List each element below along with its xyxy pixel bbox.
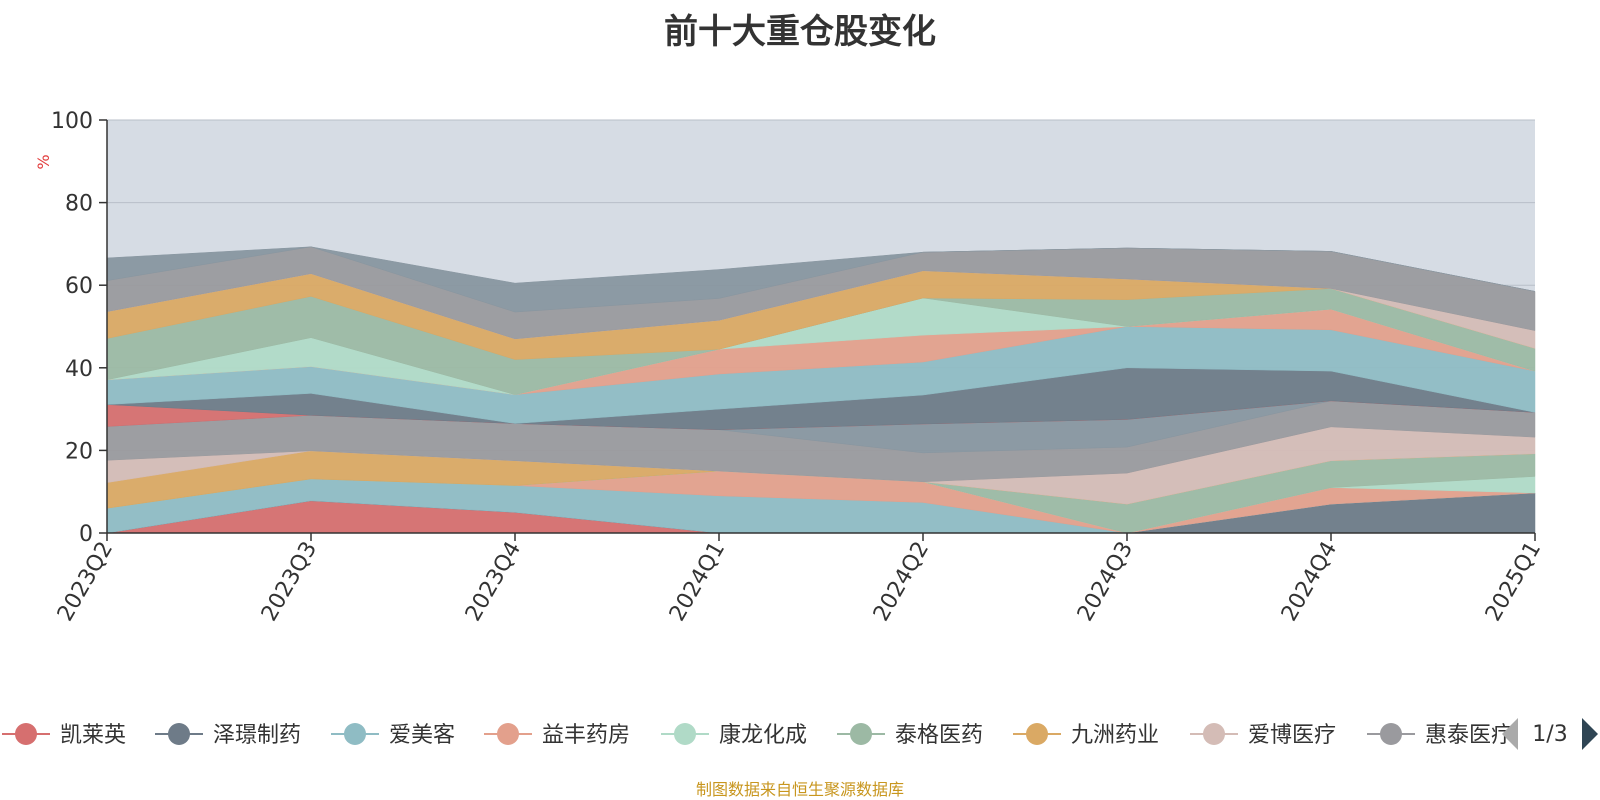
legend-label: 泰格医药	[895, 723, 983, 748]
legend-label: 益丰药房	[542, 723, 630, 748]
legend-label: 九洲药业	[1071, 723, 1159, 748]
x-tick-label: 2024Q3	[1073, 538, 1138, 626]
legend-marker-icon	[1026, 723, 1048, 745]
x-tick-label: 2024Q1	[665, 538, 730, 626]
legend-item-6[interactable]: 泰格医药	[837, 723, 983, 748]
legend-next-arrow-icon[interactable]	[1582, 718, 1598, 750]
legend-marker-icon	[497, 723, 519, 745]
source-note: 制图数据来自恒生聚源数据库	[695, 780, 904, 799]
legend-prev-arrow-icon[interactable]	[1502, 718, 1518, 750]
y-tick-label: 80	[65, 192, 93, 217]
y-axis-unit: %	[34, 154, 53, 169]
legend-marker-icon	[1380, 723, 1402, 745]
legend: 凯莱英 泽璟制药 爱美客 益丰药房 康龙化成 泰格医药 九洲药业 爱博医疗 惠泰医疗	[2, 723, 1513, 748]
x-tick-label: 2024Q4	[1277, 538, 1342, 626]
legend-label: 康龙化成	[719, 723, 807, 748]
legend-pager: 1/3	[1502, 718, 1598, 750]
legend-marker-icon	[15, 723, 37, 745]
legend-label: 泽璟制药	[213, 723, 301, 748]
legend-page-indicator: 1/3	[1532, 722, 1567, 747]
x-tick-label: 2023Q3	[257, 538, 322, 626]
y-tick-label: 100	[51, 109, 93, 134]
legend-label: 凯莱英	[60, 723, 126, 748]
legend-marker-icon	[674, 723, 696, 745]
legend-item-7[interactable]: 九洲药业	[1013, 723, 1159, 748]
legend-marker-icon	[850, 723, 872, 745]
area-layers	[106, 246, 1536, 534]
legend-label: 惠泰医疗	[1425, 723, 1513, 748]
legend-item-3[interactable]: 爱美客	[331, 723, 455, 748]
legend-item-9[interactable]: 惠泰医疗	[1367, 723, 1513, 748]
area-layer-20	[106, 246, 1536, 313]
legend-label: 爱美客	[389, 723, 455, 748]
legend-item-5[interactable]: 康龙化成	[661, 723, 807, 748]
y-tick-label: 60	[65, 274, 93, 299]
y-tick-label: 20	[65, 439, 93, 464]
legend-item-8[interactable]: 爱博医疗	[1190, 723, 1336, 748]
legend-marker-icon	[168, 723, 190, 745]
legend-item-4[interactable]: 益丰药房	[484, 723, 630, 748]
x-tick-label: 2023Q2	[53, 538, 118, 626]
x-tick-label: 2024Q2	[869, 538, 934, 626]
y-tick-label: 0	[79, 522, 93, 547]
legend-label: 爱博医疗	[1248, 723, 1336, 748]
chart-title: 前十大重仓股变化	[664, 12, 936, 52]
legend-marker-icon	[344, 723, 366, 745]
x-tick-label: 2025Q1	[1481, 538, 1546, 626]
legend-item-2[interactable]: 泽璟制药	[155, 723, 301, 748]
legend-item-1[interactable]: 凯莱英	[2, 723, 126, 748]
y-tick-label: 40	[65, 357, 93, 382]
x-tick-label: 2023Q4	[461, 538, 526, 626]
legend-marker-icon	[1203, 723, 1225, 745]
